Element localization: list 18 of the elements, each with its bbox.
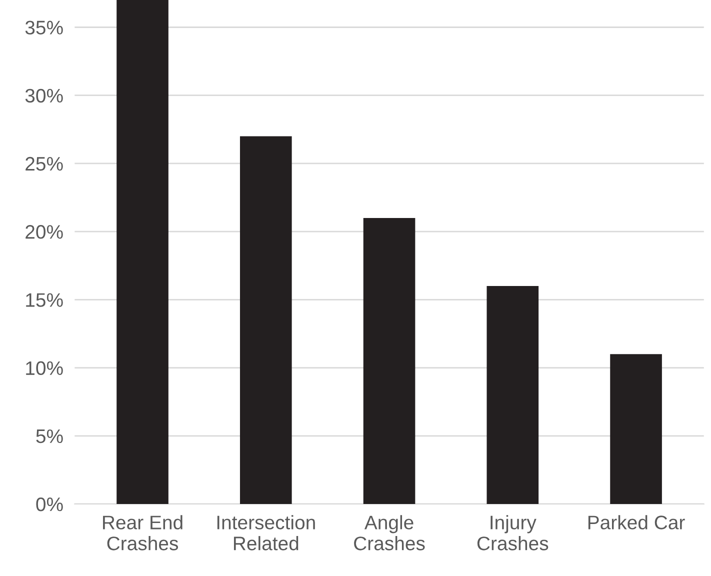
- y-tick-label: 5%: [36, 429, 63, 444]
- bar: [116, 0, 168, 504]
- y-tick-label: 10%: [26, 361, 63, 376]
- y-tick-label: 30%: [25, 88, 63, 103]
- y-tick-label: 25%: [26, 156, 63, 171]
- x-tick-label: Angle Crashes: [354, 515, 425, 550]
- x-tick-label: Parked Car: [588, 515, 685, 530]
- bar: [486, 286, 539, 504]
- y-tick-label: 0%: [36, 497, 63, 512]
- y-tick-label: 20%: [26, 225, 63, 239]
- y-tick-label: 35%: [25, 20, 63, 34]
- bar: [240, 136, 292, 504]
- x-tick-label: Rear End Crashes: [103, 515, 182, 550]
- x-tick-label: Intersection Related: [217, 515, 315, 550]
- x-tick-label: Injury Crashes: [477, 515, 548, 550]
- bar: [363, 218, 416, 504]
- y-tick-label: 15%: [26, 293, 63, 307]
- bar: [610, 354, 662, 504]
